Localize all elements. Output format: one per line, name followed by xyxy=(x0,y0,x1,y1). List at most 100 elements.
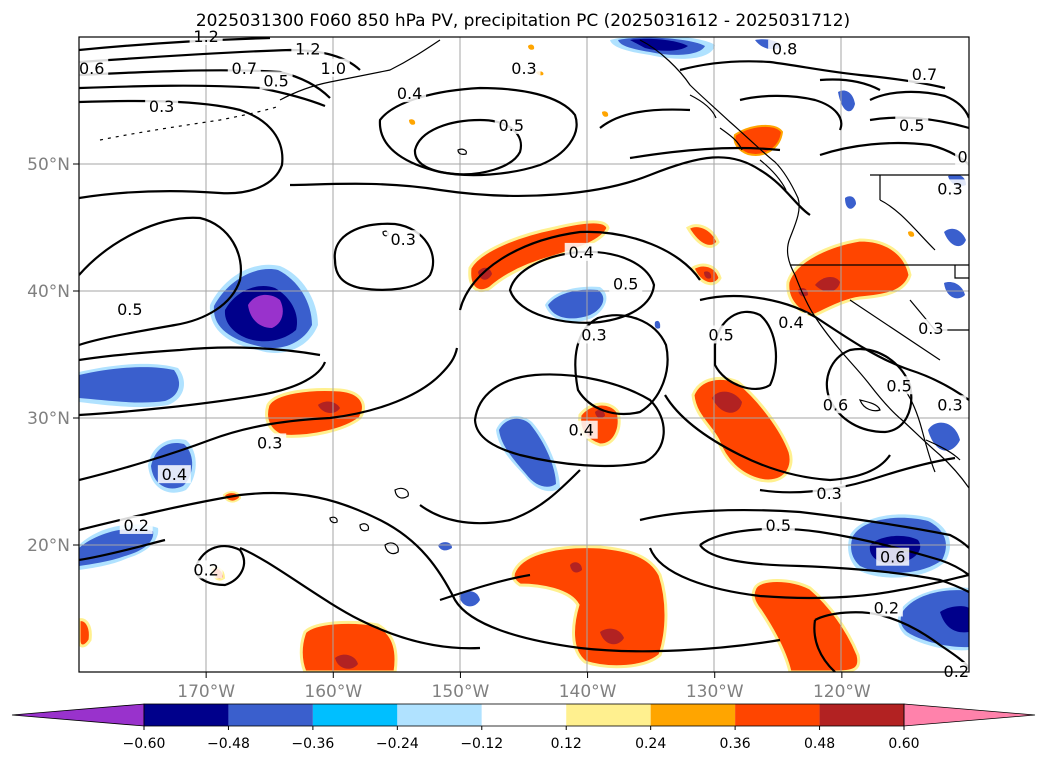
contour-label: 0.7 xyxy=(912,65,937,84)
contour-label-bg xyxy=(939,662,973,680)
contour-label-bg xyxy=(774,312,808,331)
contour-label-bg xyxy=(189,27,223,45)
colorbar-swatch xyxy=(481,704,567,726)
contour-label-bg xyxy=(704,325,738,344)
contour-label: 1.0 xyxy=(321,59,346,78)
contour-label-bg xyxy=(768,39,802,58)
colorbar: −0.60 −0.48 −0.36 −0.24 −0.12 0.12 0.24 0.36 0.4… xyxy=(11,703,1036,752)
map-frame xyxy=(78,36,970,673)
contour-label-bg xyxy=(253,433,287,452)
contour-label: 0.5 xyxy=(899,116,924,135)
colorbar-frame xyxy=(143,703,905,727)
contour-label: 0.3 xyxy=(581,325,606,344)
contour-label: 1.2 xyxy=(295,40,320,59)
colorbar-tick-label: −0.12 xyxy=(460,736,503,752)
contour-label: 0.4 xyxy=(778,313,803,332)
contour-label-bg xyxy=(227,58,261,77)
contour-label: 0.4 xyxy=(568,421,593,440)
colorbar-tick-label: 0.36 xyxy=(720,736,751,752)
contour-label: 0.3 xyxy=(149,97,174,116)
contour-label-bg xyxy=(955,147,971,166)
x-tick-label: 130°W xyxy=(686,682,744,702)
colorbar-extend-high xyxy=(903,703,1036,727)
contour-label-bg xyxy=(564,242,598,261)
contour-label: 0.5 xyxy=(499,116,524,135)
contour-label-bg xyxy=(933,179,967,198)
contour-label-bg xyxy=(507,58,541,77)
colorbar-swatch xyxy=(144,704,229,726)
contour-label-bg xyxy=(876,547,910,566)
contour-label-bg xyxy=(157,465,191,484)
map-area: 1.21.20.6 0.7 1.00.50.30.40.80.70.30.5 0.50… xyxy=(75,27,973,681)
x-tick-label: 170°W xyxy=(177,682,235,702)
graticule xyxy=(79,37,969,672)
colorbar-swatch xyxy=(819,704,904,726)
contour-label: 0.5 xyxy=(708,325,733,344)
contour-label-bg xyxy=(564,420,598,439)
colorbar-tick-label: 0.12 xyxy=(551,736,582,752)
contour-label: 0.6 xyxy=(823,395,848,414)
contour-label: 0.2 xyxy=(874,599,899,618)
contour-label-bg xyxy=(819,395,852,414)
contour-label: 0.8 xyxy=(772,40,797,59)
contour-label-bg xyxy=(113,300,147,319)
contour-label-bg xyxy=(577,325,611,344)
contour-label: 0.6 xyxy=(79,59,104,78)
contour-label: 0.6 xyxy=(880,548,905,567)
colorbar-tick-label: −0.36 xyxy=(291,736,334,752)
contour-label-bg xyxy=(933,395,967,414)
contour-label-bg xyxy=(316,58,350,77)
colorbar-tick-label: 0.48 xyxy=(804,736,835,752)
colorbar-extend-low xyxy=(11,703,145,727)
contour-label-bg xyxy=(75,58,109,77)
contour-label: 0.4 xyxy=(162,465,187,484)
contour-label: 0.3 xyxy=(390,230,415,249)
colorbar-tick-label: −0.60 xyxy=(123,736,166,752)
contour-label-bg xyxy=(189,560,223,579)
contour-label: 0.5 xyxy=(766,516,791,535)
contour-label-bg xyxy=(882,376,916,395)
contour-label-bg xyxy=(119,515,153,534)
contour-label: 0.2 xyxy=(193,560,218,579)
y-tick-label: 20°N xyxy=(27,536,70,556)
x-tick-label: 150°W xyxy=(432,682,490,702)
contour-label-bg xyxy=(869,598,903,617)
contour-label-bg xyxy=(145,96,179,115)
contour-label-bg xyxy=(259,71,293,90)
contour-label-bg xyxy=(609,274,643,293)
contour-label: 0.3 xyxy=(257,433,282,452)
contour-label-bg xyxy=(761,515,795,534)
y-tick-label: 30°N xyxy=(27,409,70,429)
contour-label: 0.3 xyxy=(937,179,962,198)
contour-label: 0.2 xyxy=(123,516,148,535)
colorbar-tick-label: −0.48 xyxy=(207,736,250,752)
contour-label-bg xyxy=(494,115,528,134)
contour-label: 0.4 xyxy=(568,243,593,262)
colorbar-swatch xyxy=(312,704,398,726)
contour-label-bg xyxy=(908,65,941,84)
y-axis-ticks: 50°N 40°N 30°N 20°N xyxy=(27,155,79,556)
colorbar-swatch xyxy=(735,704,820,726)
y-tick-label: 40°N xyxy=(27,282,70,302)
x-axis-ticks: 170°W 160°W 150°W 140°W 130°W 120°W xyxy=(177,672,871,702)
contour-label: 0.5 xyxy=(613,275,638,294)
contour-label: 0.5 xyxy=(117,300,142,319)
colorbar-swatch xyxy=(228,704,313,726)
contour-label: 0.7 xyxy=(232,59,257,78)
colorbar-tick-label: 0.60 xyxy=(888,736,919,752)
contour-label: 0.5 xyxy=(886,376,911,395)
colorbar-swatch xyxy=(397,704,482,726)
contour-label: 0.3 xyxy=(937,395,962,414)
contour-label-bg xyxy=(895,115,929,134)
pv-contour-labels: 1.21.20.6 0.7 1.00.50.30.40.80.70.30.5 0.50… xyxy=(75,27,973,681)
contour-label-bg xyxy=(393,84,427,103)
contour-label: 0.5 xyxy=(263,71,288,90)
x-tick-label: 140°W xyxy=(559,682,617,702)
x-tick-label: 120°W xyxy=(813,682,871,702)
contour-label-bg xyxy=(812,484,846,503)
colorbar-tick-label: 0.24 xyxy=(635,736,666,752)
contour-label: 0.3 xyxy=(511,59,536,78)
pv-contours xyxy=(79,37,969,672)
contour-label: 0.3 xyxy=(918,319,943,338)
